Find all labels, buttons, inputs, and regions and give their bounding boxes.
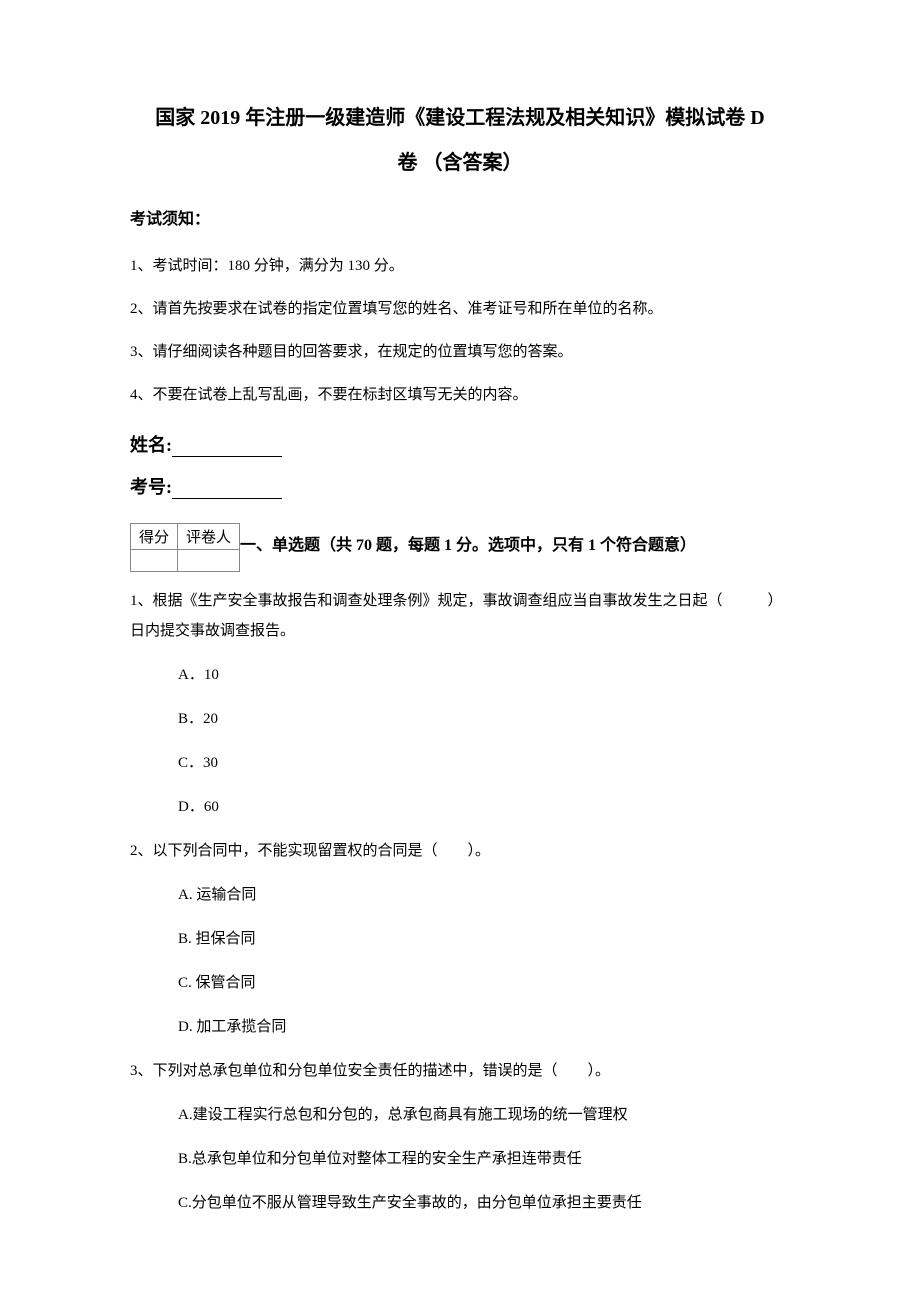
instruction-2: 2、请首先按要求在试卷的指定位置填写您的姓名、准考证号和所在单位的名称。 (130, 290, 790, 329)
question-2-option-d: D. 加工承揽合同 (130, 1012, 790, 1042)
exam-number-field: 考号: (130, 473, 790, 499)
exam-number-label: 考号: (130, 477, 172, 497)
exam-number-underline (172, 481, 282, 499)
question-1-option-b: B．20 (130, 704, 790, 734)
question-2-option-b: B. 担保合同 (130, 924, 790, 954)
question-3-option-b: B.总承包单位和分包单位对整体工程的安全生产承担连带责任 (130, 1144, 790, 1174)
notice-label: 考试须知： (130, 205, 790, 229)
instruction-4: 4、不要在试卷上乱写乱画，不要在标封区填写无关的内容。 (130, 376, 790, 415)
question-1: 1、根据《生产安全事故报告和调查处理条例》规定，事故调查组应当自事故发生之日起（… (130, 586, 790, 646)
name-field: 姓名: (130, 431, 790, 457)
question-2-option-c: C. 保管合同 (130, 968, 790, 998)
name-label: 姓名: (130, 435, 172, 455)
name-underline (172, 439, 282, 457)
score-table: 得分 评卷人 (130, 523, 240, 572)
section-heading-row: 得分 评卷人 一、单选题（共 70 题，每题 1 分。选项中，只有 1 个符合题… (130, 511, 790, 572)
document-title-line2: 卷 （含答案） (130, 146, 790, 175)
instruction-3: 3、请仔细阅读各种题目的回答要求，在规定的位置填写您的答案。 (130, 333, 790, 372)
question-3-option-c: C.分包单位不服从管理导致生产安全事故的，由分包单位承担主要责任 (130, 1188, 790, 1218)
score-header-score: 得分 (131, 524, 178, 550)
question-2-option-a: A. 运输合同 (130, 880, 790, 910)
question-1-option-c: C．30 (130, 748, 790, 778)
question-3-option-a: A.建设工程实行总包和分包的，总承包商具有施工现场的统一管理权 (130, 1100, 790, 1130)
document-title-line1: 国家 2019 年注册一级建造师《建设工程法规及相关知识》模拟试卷 D (130, 100, 790, 136)
question-3: 3、下列对总承包单位和分包单位安全责任的描述中，错误的是（ ）。 (130, 1056, 790, 1086)
question-1-option-d: D．60 (130, 792, 790, 822)
score-header-grader: 评卷人 (178, 524, 240, 550)
instruction-1: 1、考试时间：180 分钟，满分为 130 分。 (130, 247, 790, 286)
question-2: 2、以下列合同中，不能实现留置权的合同是（ ）。 (130, 836, 790, 866)
question-1-option-a: A．10 (130, 660, 790, 690)
score-cell-score (131, 550, 178, 572)
score-cell-grader (178, 550, 240, 572)
